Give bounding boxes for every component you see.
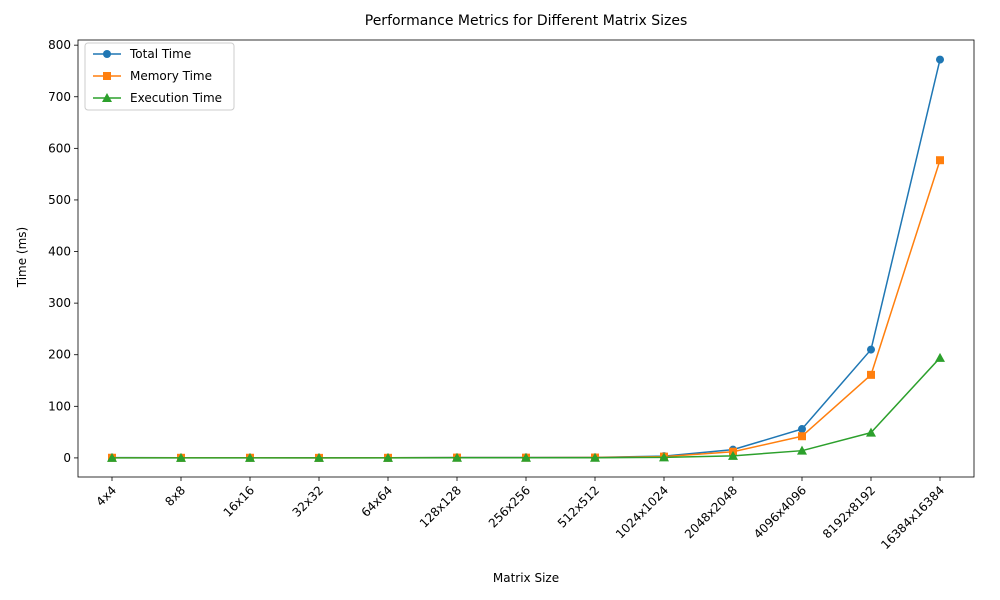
legend-label: Memory Time	[130, 69, 212, 83]
y-tick-label: 700	[48, 90, 71, 104]
data-point	[107, 452, 117, 462]
y-axis-title: Time (ms)	[15, 227, 29, 289]
data-point	[935, 352, 945, 362]
data-point	[521, 452, 531, 462]
data-point	[659, 452, 669, 462]
y-tick-label: 200	[48, 348, 71, 362]
legend: Total Time Memory Time Execution Time	[84, 42, 235, 111]
data-point	[867, 370, 875, 379]
data-point	[176, 452, 186, 462]
plot-area	[107, 55, 945, 462]
data-point	[383, 452, 393, 462]
y-tick-label: 100	[48, 399, 71, 413]
data-point	[866, 427, 876, 437]
data-point	[728, 450, 738, 460]
data-point	[798, 425, 806, 434]
y-tick-label: 400	[48, 245, 71, 259]
legend-label: Execution Time	[130, 91, 222, 105]
data-point	[452, 452, 462, 462]
y-tick-label: 800	[48, 38, 71, 52]
data-point	[867, 345, 875, 354]
y-tick-label: 600	[48, 141, 71, 155]
chart-title: Performance Metrics for Different Matrix…	[365, 13, 688, 29]
y-tick-label: 0	[63, 451, 71, 465]
data-point	[936, 55, 944, 64]
data-point	[798, 432, 806, 441]
data-point	[245, 452, 255, 462]
data-point	[590, 452, 600, 462]
legend-marker	[102, 93, 112, 102]
x-axis-title: Matrix Size	[493, 571, 559, 585]
data-point	[797, 445, 807, 455]
legend-label: Total Time	[129, 47, 191, 61]
data-point	[314, 452, 324, 462]
legend-marker	[103, 50, 111, 58]
legend-box	[84, 42, 235, 111]
legend-marker	[103, 72, 111, 80]
data-point	[936, 156, 944, 165]
y-tick-label: 500	[48, 193, 71, 207]
y-tick-label: 300	[48, 296, 71, 310]
